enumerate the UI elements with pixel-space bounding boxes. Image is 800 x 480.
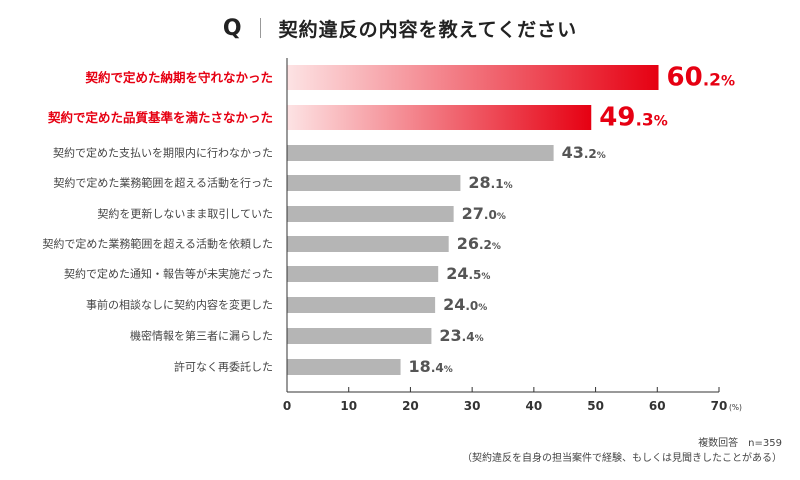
bar: [287, 175, 461, 191]
x-tick-label: 40: [526, 399, 543, 413]
header-divider: [259, 18, 261, 38]
bar: [287, 297, 436, 313]
x-tick-label: 0: [283, 399, 291, 413]
bar: [287, 328, 432, 344]
bar: [287, 206, 454, 222]
category-label: 許可なく再委託した: [174, 360, 273, 374]
question-header: Q 契約違反の内容を教えてください: [0, 10, 800, 46]
value-label: 28.1%: [468, 173, 512, 192]
value-label: 27.0%: [462, 204, 506, 223]
x-tick-label: 20: [402, 399, 419, 413]
x-tick-label: 10: [340, 399, 357, 413]
category-label: 機密情報を第三者に漏らした: [130, 329, 273, 343]
x-unit-label: (%): [729, 403, 742, 412]
category-label: 契約で定めた支払いを期限内に行わなかった: [53, 146, 273, 160]
category-label: 契約で定めた通知・報告等が未実施だった: [64, 267, 273, 281]
value-label: 26.2%: [457, 234, 501, 253]
x-tick-label: 50: [587, 399, 604, 413]
sample-note: 複数回答 n=359: [698, 438, 782, 449]
bar: [287, 266, 439, 282]
question-text: 契約違反の内容を教えてください: [278, 18, 578, 41]
category-label: 契約で定めた業務範囲を超える活動を行った: [53, 176, 273, 190]
category-label: 契約で定めた業務範囲を超える活動を依頼した: [42, 237, 273, 251]
category-label: 事前の相談なしに契約内容を変更した: [86, 298, 273, 312]
value-label: 18.4%: [409, 357, 453, 376]
value-label: 60.2%: [667, 63, 736, 93]
respondent-note: （契約違反を自身の担当案件で経験、もしくは見聞きしたことがある）: [462, 453, 782, 464]
x-tick-label: 30: [464, 399, 481, 413]
value-label: 23.4%: [439, 326, 483, 345]
value-label: 43.2%: [562, 143, 606, 162]
bar: [287, 236, 449, 252]
category-label: 契約で定めた納期を守れなかった: [84, 70, 273, 85]
highlighted-bar: [287, 65, 659, 90]
category-label: 契約を更新しないまま取引していた: [97, 207, 273, 221]
x-tick-label: 60: [649, 399, 666, 413]
x-tick-label: 70: [711, 399, 728, 413]
bar: [287, 359, 401, 375]
value-label: 24.5%: [446, 264, 490, 283]
highlighted-bar: [287, 105, 592, 130]
category-label: 契約で定めた品質基準を満たさなかった: [47, 110, 273, 125]
question-mark: Q: [222, 15, 242, 41]
bar: [287, 145, 554, 161]
value-label: 49.3%: [599, 103, 668, 133]
footnote: 複数回答 n=359 （契約違反を自身の担当案件で経験、もしくは見聞きしたことが…: [462, 436, 782, 466]
value-label: 24.0%: [443, 295, 487, 314]
bar-chart: 契約で定めた納期を守れなかった 60.2% 契約で定めた品質基準を満たさなかった 49…: [42, 58, 742, 413]
